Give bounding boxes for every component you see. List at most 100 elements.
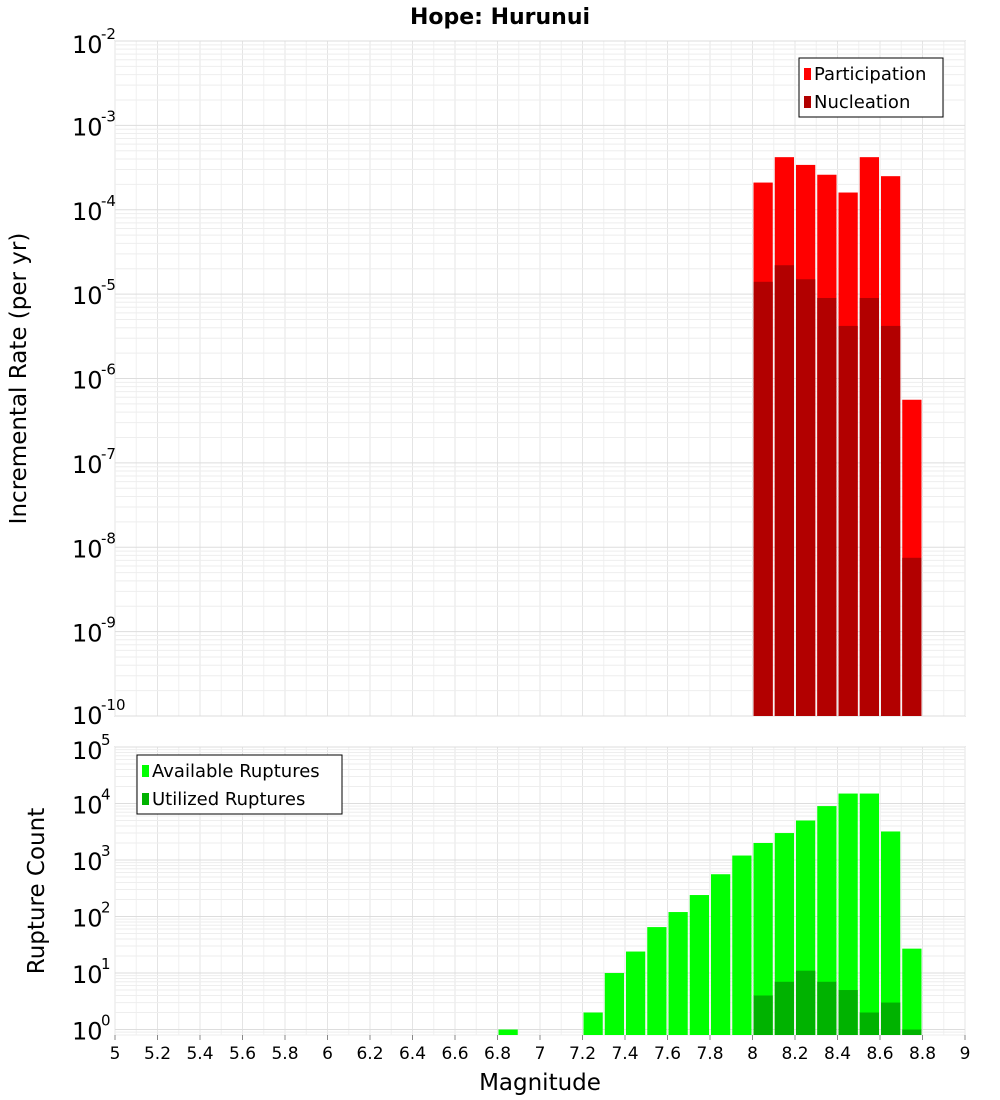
x-tick-label: 5.2 [144, 1044, 171, 1064]
y-tick-base: 10 [72, 702, 103, 730]
bottom-utilized-ruptures-bar [881, 1002, 901, 1035]
bottom-utilized-ruptures-bar [859, 1012, 879, 1035]
bottom-utilized-ruptures-bar [838, 990, 858, 1035]
x-tick-label: 9 [960, 1044, 971, 1064]
x-tick-label: 8 [747, 1044, 758, 1064]
y-tick-exponent: 1 [101, 955, 111, 973]
y-tick-base: 10 [72, 113, 103, 141]
x-tick-label: 5 [110, 1044, 121, 1064]
bottom-utilized-ruptures-bar [774, 981, 794, 1035]
available-ruptures-legend-label: Available Ruptures [152, 761, 320, 782]
x-tick-label: 6.4 [399, 1044, 426, 1064]
participation-legend-swatch [804, 68, 811, 80]
y-tick-exponent: -8 [101, 529, 116, 547]
x-tick-label: 5.8 [271, 1044, 298, 1064]
y-tick-exponent: 4 [101, 786, 111, 804]
bottom-available-ruptures-bar [902, 948, 922, 1035]
y-tick-exponent: -6 [101, 361, 116, 379]
bottom-available-ruptures-bar [647, 927, 667, 1035]
y-tick-exponent: -7 [101, 445, 116, 463]
y-tick-exponent: 5 [101, 731, 111, 749]
x-tick-label: 6 [322, 1044, 333, 1064]
y-tick-label: 101 [72, 955, 111, 989]
top-nucleation-bar [817, 297, 837, 716]
utilized-ruptures-legend-swatch [142, 793, 149, 805]
y-tick-exponent: -3 [101, 107, 116, 125]
top-nucleation-bar [902, 557, 922, 716]
y-tick-base: 10 [72, 737, 103, 765]
top-nucleation-bar [838, 325, 858, 716]
bottom-available-ruptures-bar [498, 1029, 518, 1035]
bottom-available-ruptures-bar [626, 951, 646, 1035]
top-y-axis-label: Incremental Rate (per yr) [6, 233, 32, 525]
utilized-ruptures-legend-label: Utilized Ruptures [152, 789, 305, 810]
y-tick-label: 10-8 [72, 529, 116, 563]
y-tick-label: 102 [72, 899, 111, 933]
top-nucleation-bar [753, 281, 773, 716]
bottom-y-axis-label: Rupture Count [24, 808, 50, 974]
available-ruptures-legend-swatch [142, 765, 149, 777]
bottom-available-ruptures-bar [711, 874, 731, 1035]
bottom-utilized-ruptures-bar [817, 981, 837, 1035]
bottom-available-ruptures-bar [753, 843, 773, 1035]
y-tick-base: 10 [72, 367, 103, 395]
y-tick-exponent: -10 [101, 696, 126, 714]
y-tick-label: 10-2 [72, 25, 116, 59]
bottom-available-ruptures-bar [689, 895, 709, 1035]
y-tick-label: 104 [72, 786, 111, 820]
y-tick-label: 10-3 [72, 107, 116, 141]
x-tick-label: 7 [535, 1044, 546, 1064]
top-nucleation-bar [774, 265, 794, 716]
bottom-available-ruptures-bar [881, 831, 901, 1035]
y-tick-label: 10-7 [72, 445, 116, 479]
top-bars [753, 157, 922, 717]
y-tick-base: 10 [72, 848, 103, 876]
y-tick-base: 10 [72, 31, 103, 59]
x-tick-label: 5.4 [186, 1044, 213, 1064]
y-tick-exponent: -5 [101, 276, 116, 294]
bottom-available-ruptures-bar [604, 973, 624, 1035]
bottom-available-ruptures-bar [838, 793, 858, 1035]
bottom-utilized-ruptures-bar [753, 995, 773, 1035]
y-tick-base: 10 [72, 961, 103, 989]
x-tick-label: 7.4 [611, 1044, 638, 1064]
top-nucleation-bar [859, 297, 879, 716]
x-axis-label: Magnitude [479, 1070, 601, 1096]
bottom-legend: Available Ruptures Utilized Ruptures [136, 754, 343, 815]
y-tick-base: 10 [72, 1018, 103, 1046]
bottom-bars [498, 793, 922, 1035]
top-gridlines [114, 40, 966, 717]
participation-legend-label: Participation [814, 64, 926, 85]
y-tick-label: 100 [72, 1012, 111, 1046]
x-tick-label: 7.6 [654, 1044, 681, 1064]
y-tick-exponent: 2 [101, 899, 111, 917]
legend-box [136, 754, 343, 815]
y-tick-label: 10-9 [72, 614, 116, 648]
y-tick-base: 10 [72, 905, 103, 933]
bottom-utilized-ruptures-bar [902, 1029, 922, 1035]
y-tick-label: 103 [72, 842, 111, 876]
x-tick-label: 8.8 [909, 1044, 936, 1064]
chart-title: Hope: Hurunui [410, 5, 590, 30]
nucleation-legend-label: Nucleation [814, 92, 910, 113]
y-tick-exponent: 3 [101, 842, 111, 860]
x-tick-label: 8.4 [824, 1044, 851, 1064]
y-tick-base: 10 [72, 620, 103, 648]
nucleation-legend-swatch [804, 96, 811, 108]
bottom-utilized-ruptures-bar [796, 970, 816, 1035]
y-tick-exponent: -4 [101, 192, 116, 210]
legend-box [798, 57, 944, 118]
y-tick-base: 10 [72, 282, 103, 310]
y-tick-exponent: -2 [101, 25, 116, 43]
bottom-available-ruptures-bar [668, 912, 688, 1035]
y-tick-label: 10-4 [72, 192, 116, 226]
y-tick-exponent: -9 [101, 614, 116, 632]
y-tick-label: 10-6 [72, 361, 116, 395]
x-tick-label: 7.8 [696, 1044, 723, 1064]
top-nucleation-bar [881, 325, 901, 716]
y-tick-base: 10 [72, 198, 103, 226]
y-tick-exponent: 0 [101, 1012, 111, 1030]
